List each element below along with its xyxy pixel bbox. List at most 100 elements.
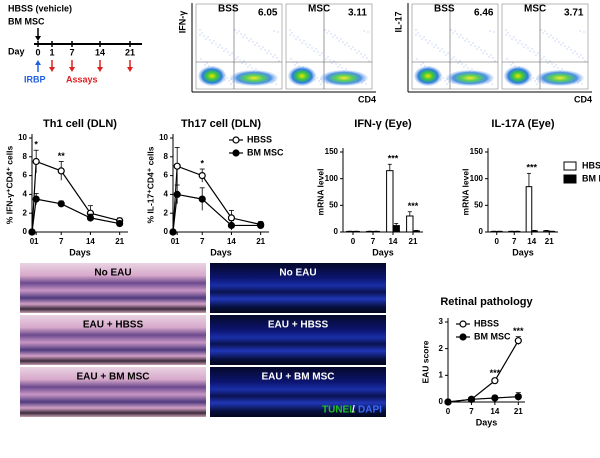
event-dot: [581, 83, 583, 85]
bar: [543, 230, 550, 233]
event-dot: [231, 52, 233, 54]
event-dot: [323, 55, 325, 57]
event-dot: [556, 38, 558, 40]
event-dot: [204, 64, 206, 66]
event-dot: [562, 42, 564, 44]
x-tick-label: 0: [446, 407, 451, 416]
event-dot: [264, 49, 266, 51]
series-line: [172, 193, 261, 233]
event-dot: [525, 44, 527, 46]
y-tick-label: 4: [164, 190, 169, 199]
event-dot: [461, 63, 463, 65]
data-point: [227, 221, 236, 230]
event-dot: [451, 58, 453, 60]
gate-percentage: 3.11: [348, 8, 367, 19]
y-tick-label: 10: [18, 133, 27, 142]
he-image: [20, 367, 206, 417]
event-dot: [519, 40, 521, 42]
event-dot: [555, 64, 557, 66]
y-tick-label: 150: [325, 147, 339, 156]
event-dot: [341, 67, 343, 69]
y-tick-label: 8: [23, 152, 28, 161]
event-dot: [472, 42, 474, 44]
event-dot: [233, 55, 235, 57]
legend-marker: [563, 174, 577, 184]
event-dot: [299, 39, 301, 41]
x-tick-label: 14: [86, 237, 95, 246]
event-dot: [358, 50, 360, 52]
event-dot: [346, 42, 348, 44]
x-tick-label: 0: [171, 237, 176, 246]
event-dot: [513, 36, 515, 38]
event-dot: [273, 30, 275, 32]
irbp-label: IRBP: [24, 74, 46, 84]
legend-marker: [232, 136, 240, 144]
event-dot: [480, 49, 482, 51]
event-dot: [338, 40, 340, 42]
y-tick-label: 150: [470, 147, 484, 156]
x-tick-label: 7: [371, 237, 376, 246]
event-dot: [328, 30, 330, 32]
x-axis-label: Days: [210, 247, 232, 257]
event-dot: [570, 49, 572, 51]
data-point: [32, 157, 40, 166]
event-dot: [539, 55, 541, 57]
event-dot: [545, 59, 547, 61]
event-dot: [531, 48, 533, 50]
he-label: No EAU: [94, 268, 131, 279]
event-dot: [289, 29, 291, 31]
y-tick-label: 6: [23, 171, 28, 180]
event-dot: [471, 68, 473, 70]
event-dot: [239, 59, 241, 61]
event-dot: [458, 36, 460, 38]
event-dot: [270, 53, 272, 55]
event-dot: [215, 43, 217, 45]
event-dot: [324, 29, 326, 31]
event-dot: [439, 50, 441, 52]
day-number: 14: [95, 47, 105, 57]
chart-title: Th17 cell (DLN): [181, 118, 261, 130]
stain-label: /: [352, 405, 355, 416]
event-dot: [245, 63, 247, 65]
event-dot: [334, 34, 336, 36]
event-dot: [333, 60, 335, 62]
event-dot: [209, 39, 211, 41]
event-dot: [206, 62, 208, 64]
bar: [386, 170, 394, 233]
event-dot: [229, 54, 231, 56]
y-tick-label: 3: [439, 317, 444, 326]
population: [198, 66, 226, 86]
event-dot: [292, 61, 294, 63]
event-dot: [523, 46, 525, 48]
x-tick-label: 0: [30, 237, 35, 246]
legend-label: HBSS: [582, 160, 600, 170]
plot-label: BSS: [218, 4, 239, 15]
event-dot: [583, 31, 585, 33]
event-dot: [476, 48, 478, 50]
event-dot: [345, 68, 347, 70]
data-point: [514, 337, 522, 345]
event-dot: [344, 44, 346, 46]
x-tick-label: 21: [545, 237, 554, 246]
event-dot: [332, 36, 334, 38]
event-dot: [542, 32, 544, 34]
data-point: [32, 195, 40, 203]
event-dot: [297, 36, 299, 38]
y-tick-label: 2: [23, 208, 28, 217]
legend-label: BM MSC: [474, 331, 511, 341]
event-dot: [226, 77, 228, 79]
event-dot: [248, 40, 250, 42]
event-dot: [237, 56, 239, 58]
event-dot: [223, 50, 225, 52]
event-dot: [291, 32, 293, 34]
event-dot: [422, 62, 424, 64]
event-dot: [443, 51, 445, 53]
event-dot: [534, 80, 536, 82]
data-point: [28, 228, 36, 236]
arrow-head: [35, 36, 41, 41]
plot-label: MSC: [524, 4, 546, 15]
flow-y-label: IFN-γ: [177, 11, 187, 34]
significance: ***: [526, 163, 537, 173]
event-dot: [465, 64, 467, 66]
event-dot: [244, 34, 246, 36]
